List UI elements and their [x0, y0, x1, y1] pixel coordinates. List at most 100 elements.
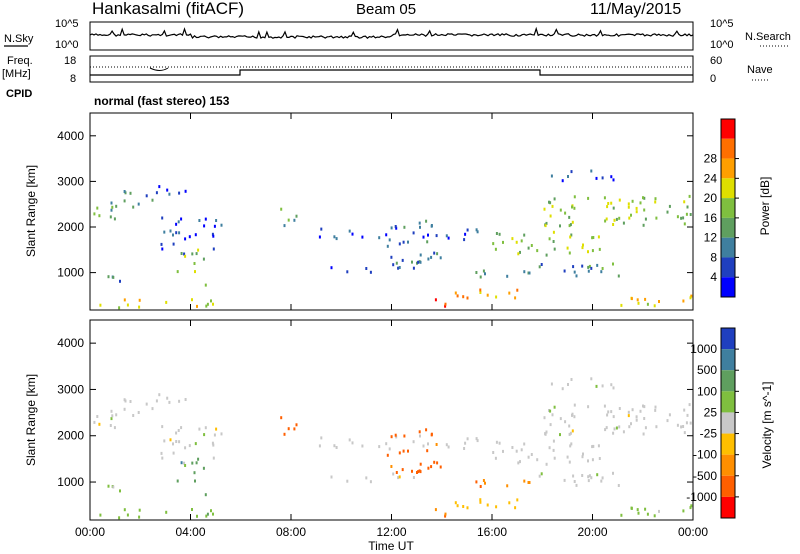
velocity-cell	[523, 442, 526, 446]
velocity-cell	[436, 461, 439, 465]
power-cell	[523, 270, 526, 274]
power-cell	[581, 246, 584, 250]
power-cell	[520, 239, 523, 243]
velocity-cell	[220, 432, 223, 436]
velocity-cell	[511, 446, 514, 449]
velocity-cell	[549, 409, 552, 413]
power-cell	[172, 242, 175, 246]
colorbar-segment	[721, 391, 735, 413]
velocity-cell	[690, 504, 693, 508]
colorbar-segment	[721, 433, 735, 455]
power-cell	[591, 249, 594, 253]
velocity-cell	[569, 444, 572, 448]
velocity-cell	[523, 479, 526, 483]
power-cell	[587, 250, 589, 254]
power-cell	[494, 247, 497, 251]
power-cell	[601, 267, 604, 270]
colorbar-tick-label: -100	[693, 448, 717, 462]
velocity-cell	[111, 414, 114, 418]
velocity-cell	[482, 479, 485, 482]
power-cell	[612, 262, 614, 266]
velocity-cell	[184, 398, 187, 401]
power-cell	[160, 242, 163, 246]
power-cell	[598, 247, 601, 251]
y-tick-label: 1000	[57, 475, 84, 489]
velocity-cell	[416, 471, 418, 474]
noise-right-tick-top: 10^5	[710, 18, 734, 30]
velocity-cell	[595, 384, 598, 388]
velocity-cell	[193, 471, 196, 475]
power-cell	[528, 271, 531, 275]
power-cell	[158, 185, 161, 189]
power-cell	[516, 288, 519, 292]
power-cell	[361, 235, 364, 239]
velocity-cell	[618, 425, 621, 429]
power-cell	[333, 235, 336, 239]
velocity-cell	[596, 473, 599, 477]
velocity-cell	[385, 442, 388, 446]
colorbar-frame	[720, 327, 736, 519]
velocity-cell	[430, 432, 433, 436]
velocity-cell	[466, 506, 469, 510]
velocity-cell	[617, 484, 620, 487]
power-cell	[655, 216, 658, 220]
power-cell	[110, 208, 113, 212]
power-cell	[212, 247, 215, 251]
power-cell	[210, 299, 212, 303]
noise-panel: N.Sky 10^5 10^0 10^5 10^0 N.Search	[4, 18, 791, 51]
power-cell	[166, 188, 169, 192]
velocity-cell	[115, 413, 118, 417]
colorbar-tick-label: 4	[710, 270, 717, 284]
power-cell	[132, 205, 135, 209]
velocity-cell	[502, 449, 504, 453]
colorbar-segment	[721, 178, 735, 199]
power-cell	[205, 304, 208, 308]
power-cell	[463, 238, 466, 242]
velocity-cell	[107, 484, 110, 488]
velocity-cell	[211, 441, 214, 445]
velocity-cell	[172, 451, 175, 455]
velocity-cell	[552, 448, 555, 452]
cpid-label: CPID	[6, 88, 32, 100]
velocity-cell	[386, 453, 389, 457]
velocity-cell	[563, 478, 566, 482]
colorbar-segment	[721, 496, 735, 518]
velocity-cell	[516, 498, 519, 502]
power-cell	[620, 303, 623, 307]
velocity-cell	[612, 431, 615, 435]
power-cell	[426, 240, 429, 244]
colorbar-tick-label: 500	[697, 363, 717, 377]
power-cell	[180, 252, 183, 255]
colorbar-tick-label: -1000	[686, 490, 717, 504]
velocity-cell	[587, 479, 590, 483]
velocity-cell	[175, 431, 178, 435]
power-cell	[464, 232, 467, 236]
velocity-cell	[475, 480, 478, 484]
power-cell	[612, 206, 615, 210]
power-cell	[622, 221, 625, 225]
power-cell	[689, 213, 692, 216]
power-cell	[618, 198, 621, 202]
power-cell	[618, 216, 621, 220]
velocity-cell	[444, 512, 447, 516]
velocity-cell	[98, 422, 101, 426]
freq-right-tick-bottom: 0	[710, 73, 716, 85]
power-cell	[517, 252, 520, 256]
velocity-cell	[553, 405, 556, 409]
power-cell	[395, 261, 398, 265]
velocity-cell	[605, 426, 608, 430]
velocity-cell	[212, 512, 214, 516]
power-cell	[685, 212, 688, 216]
velocity-cell	[603, 404, 606, 408]
velocity-cell	[295, 423, 298, 427]
power-cell	[180, 217, 183, 221]
power-cell	[549, 201, 552, 205]
velocity-cell	[581, 455, 584, 459]
velocity-cell	[548, 409, 550, 412]
power-cell	[427, 233, 429, 237]
velocity-cell	[495, 505, 498, 509]
velocity-cell	[666, 419, 669, 423]
y-tick-label: 2000	[57, 220, 84, 234]
power-cell	[566, 246, 569, 250]
